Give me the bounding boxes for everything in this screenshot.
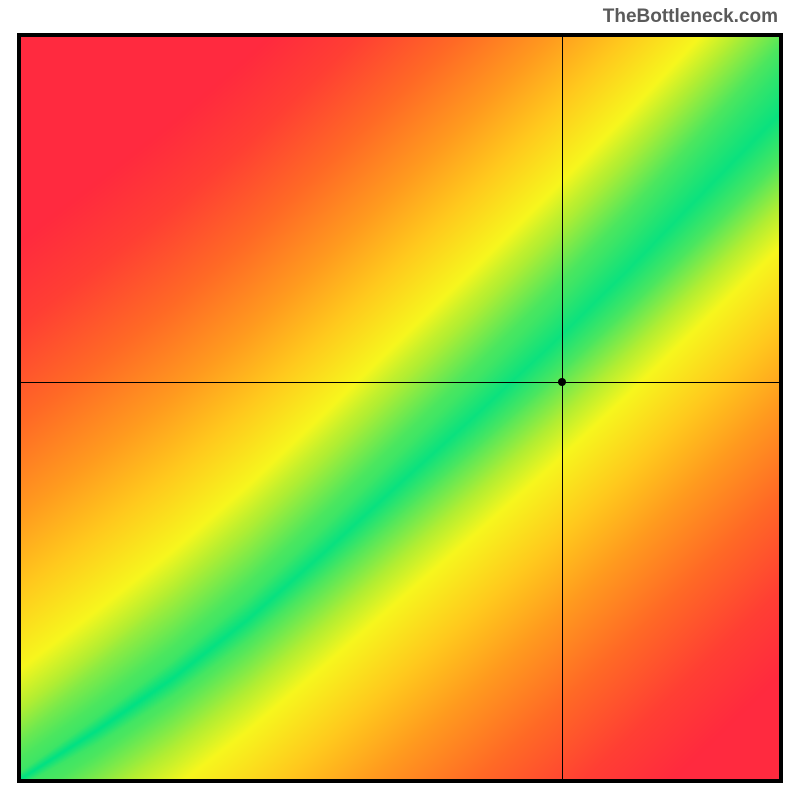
chart-container: TheBottleneck.com: [0, 0, 800, 800]
plot-area: [21, 37, 779, 779]
crosshair-vertical: [562, 37, 563, 779]
heatmap-canvas: [21, 37, 779, 779]
chart-frame: [17, 33, 783, 783]
crosshair-marker: [558, 378, 566, 386]
watermark-text: TheBottleneck.com: [603, 6, 778, 28]
crosshair-horizontal: [21, 382, 779, 383]
